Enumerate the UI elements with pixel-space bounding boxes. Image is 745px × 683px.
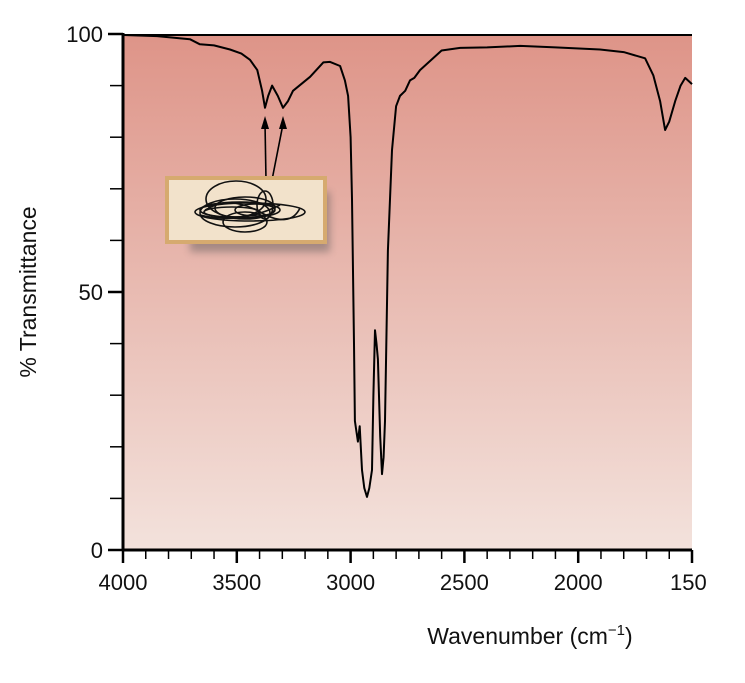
x-tick-label: 4000 (99, 570, 148, 595)
x-axis-title: Wavenumber (cm−1) (427, 622, 632, 649)
y-axis-ticks: 0 50 100 (66, 22, 123, 563)
spectrum-line (122, 34, 693, 498)
y-axis-title: % Transmittance (15, 206, 41, 377)
x-tick-label: 3000 (326, 570, 375, 595)
y-tick-label: 100 (66, 22, 103, 47)
plot-background (123, 34, 692, 550)
x-tick-label: 3500 (212, 570, 261, 595)
annotation-arrow (271, 123, 284, 181)
y-tick-label: 0 (91, 538, 103, 563)
x-tick-label: 2500 (440, 570, 489, 595)
arrow-head-icon (261, 116, 270, 129)
annotation-arrow (264, 123, 267, 181)
x-tick-label: 150 (670, 570, 707, 595)
molecule-scribble-icon (194, 180, 306, 233)
arrow-head-icon (279, 116, 288, 129)
x-tick-label: 2000 (554, 570, 603, 595)
x-axis-ticks: 4000 3500 3000 2500 2000 150 (99, 550, 707, 595)
annotation-arrows (261, 116, 288, 181)
molecule-inset (165, 176, 330, 252)
y-tick-label: 50 (79, 280, 103, 305)
